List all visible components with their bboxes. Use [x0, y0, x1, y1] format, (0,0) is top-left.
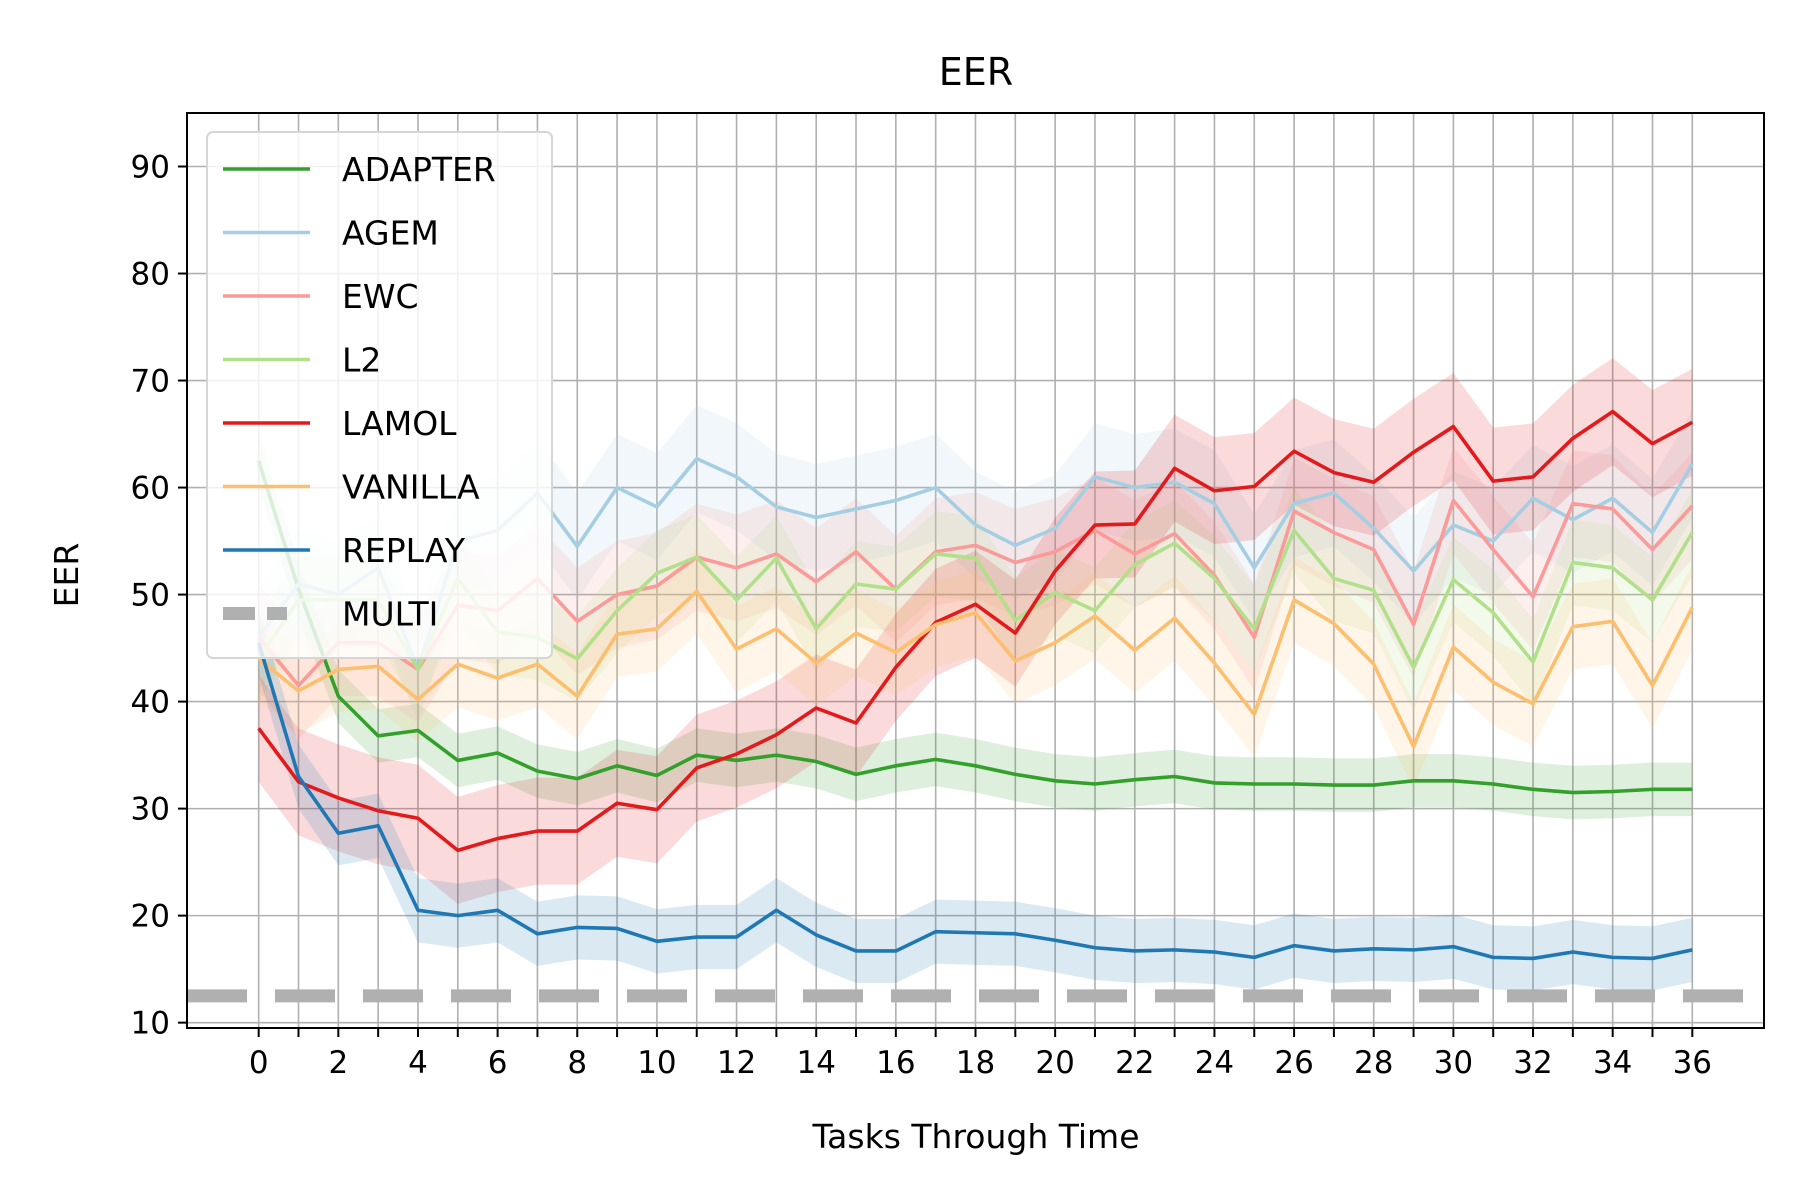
legend-label-multi: MULTI	[342, 595, 438, 634]
series-band-l2	[258, 487, 1693, 713]
legend-label-l2: L2	[342, 341, 381, 380]
series-band-adapter	[258, 434, 1693, 820]
x-tick-label-14: 14	[796, 1045, 835, 1081]
x-tick-label-32: 32	[1513, 1045, 1552, 1081]
x-tick-label-0: 0	[249, 1045, 269, 1081]
x-tick-label-28: 28	[1354, 1045, 1393, 1081]
x-axis-ticks: 0 2 4 6 8 10 12 14 16 18 20 22 24 26 28 30 32 34 36	[249, 1028, 1712, 1081]
x-tick-label-20: 20	[1035, 1045, 1074, 1081]
x-tick-label-18: 18	[956, 1045, 995, 1081]
x-tick-label-10: 10	[637, 1045, 676, 1081]
series-line-replay	[256, 642, 1693, 961]
series-band-replay	[258, 610, 1693, 991]
y-tick-label-10: 10	[131, 1006, 170, 1042]
series-band-agem	[258, 405, 1693, 723]
series-line-adapter	[256, 460, 1693, 795]
y-tick-label-60: 60	[131, 471, 170, 507]
y-tick-label-70: 70	[131, 364, 170, 400]
x-tick-label-24: 24	[1195, 1045, 1234, 1081]
series-band-ewc	[258, 446, 1693, 740]
x-tick-label-22: 22	[1115, 1045, 1154, 1081]
y-tick-label-30: 30	[131, 792, 170, 828]
legend-label-replay: REPLAY	[342, 531, 466, 570]
legend-box	[206, 131, 553, 659]
y-tick-label-20: 20	[131, 899, 170, 935]
x-tick-label-4: 4	[408, 1045, 428, 1081]
x-tick-label-6: 6	[488, 1045, 508, 1081]
y-tick-label-40: 40	[131, 685, 170, 721]
y-axis-label: EER	[47, 543, 86, 608]
y-tick-label-80: 80	[131, 257, 170, 293]
legend-label-adapter: ADAPTER	[342, 150, 496, 189]
series-line-vanilla	[257, 589, 1694, 749]
y-tick-label-50: 50	[131, 578, 170, 614]
x-tick-label-8: 8	[567, 1045, 587, 1081]
x-axis-label: Tasks Through Time	[811, 1117, 1139, 1156]
x-tick-label-36: 36	[1673, 1045, 1712, 1081]
y-axis-ticks: 10 20 30 40 50 60 70 80 90	[131, 150, 187, 1042]
chart-title: EER	[939, 50, 1013, 94]
series-line-lamol	[257, 409, 1694, 853]
x-tick-label-12: 12	[717, 1045, 756, 1081]
legend-label-vanilla: VANILLA	[342, 468, 480, 507]
legend-label-ewc: EWC	[342, 277, 419, 316]
x-tick-label-30: 30	[1434, 1045, 1473, 1081]
legend-label-agem: AGEM	[342, 214, 439, 253]
legend-label-lamol: LAMOL	[342, 404, 457, 443]
x-tick-label-34: 34	[1593, 1045, 1632, 1081]
x-tick-label-16: 16	[876, 1045, 915, 1081]
x-tick-label-2: 2	[328, 1045, 348, 1081]
x-tick-label-26: 26	[1274, 1045, 1313, 1081]
y-tick-label-90: 90	[131, 150, 170, 186]
legend: ADAPTER AGEM EWC L2 LAMOL VANILLA REPLAY MULTI	[206, 131, 553, 659]
